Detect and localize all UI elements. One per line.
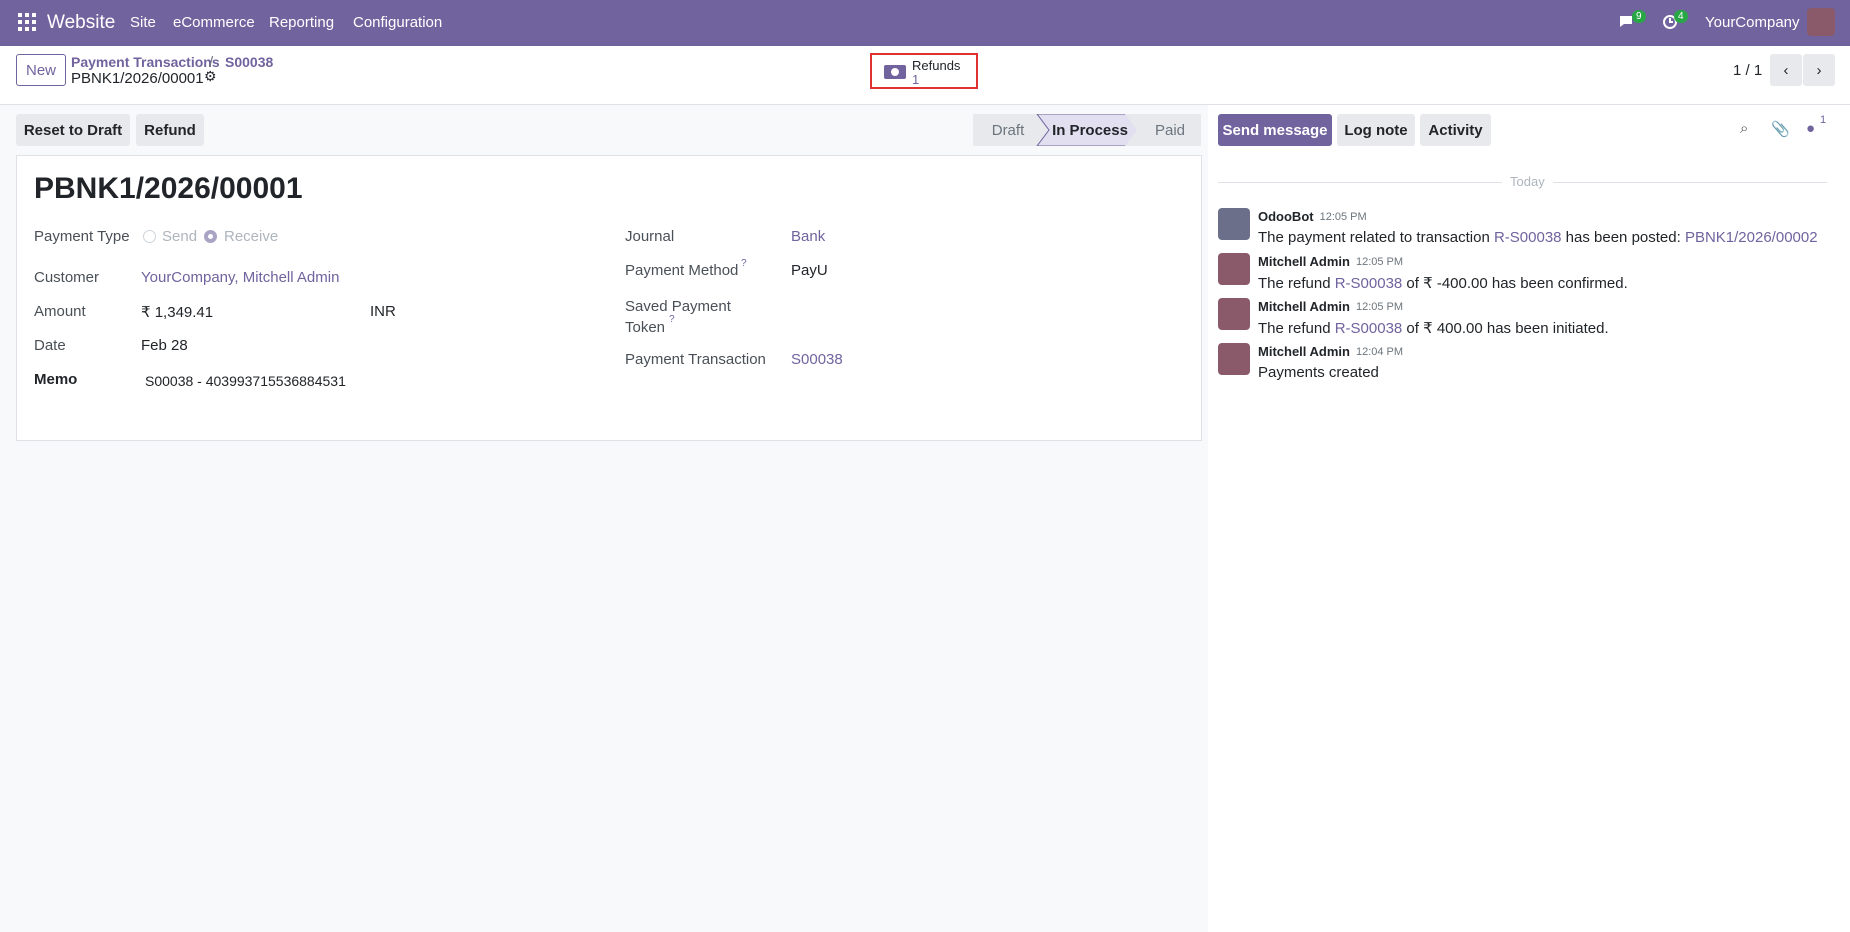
- smart-button-label: Refunds: [912, 58, 961, 73]
- message-time: 12:04 PM: [1355, 346, 1404, 358]
- attachment-icon[interactable]: 📎: [1771, 121, 1790, 138]
- message-text: has been posted:: [1561, 229, 1685, 246]
- field-value: ₹ 1,349.41: [141, 304, 214, 321]
- message-time: 12:05 PM: [1319, 211, 1367, 223]
- currency: INR: [370, 303, 396, 320]
- breadcrumb-separator: /: [209, 54, 214, 71]
- status-label: Draft: [992, 122, 1025, 139]
- field-label: Memo: [34, 371, 78, 388]
- message-body: The payment related to transaction R-S00…: [1258, 229, 1818, 246]
- status-draft[interactable]: [973, 114, 1053, 146]
- field-value: S00038 - 403993715536884531: [145, 373, 346, 389]
- message-body: Payments created: [1258, 364, 1379, 381]
- message-link[interactable]: PBNK1/2026/00002: [1684, 229, 1818, 246]
- message-link[interactable]: R-S00038: [1334, 275, 1403, 292]
- radio-label: Receive: [224, 228, 279, 245]
- field-label: Payment Method: [625, 262, 739, 279]
- date-separator: Today: [1502, 174, 1553, 189]
- menu-item[interactable]: eCommerce: [173, 14, 255, 31]
- message-link[interactable]: R-S00038: [1334, 320, 1403, 337]
- message-body: The refund R-S00038 of ₹ -400.00 has bee…: [1258, 274, 1628, 292]
- menu-item[interactable]: Configuration: [353, 14, 443, 31]
- field-label: Payment Type: [34, 228, 130, 245]
- navbar: Website Site eCommerce Reporting Configu…: [0, 0, 1850, 46]
- search-icon[interactable]: ⌕: [1740, 120, 1749, 137]
- author-avatar[interactable]: [1218, 208, 1250, 240]
- control-panel: New Payment Transactions / S00038 PBNK1/…: [0, 46, 1850, 105]
- refund-button[interactable]: Refund: [136, 114, 204, 146]
- breadcrumb-current: PBNK1/2026/00001: [71, 70, 204, 87]
- form-sheet: PBNK1/2026/00001 Payment Type Send Recei…: [16, 155, 1202, 441]
- message-text: Payments created: [1258, 364, 1379, 381]
- reset-button[interactable]: Reset to Draft: [16, 114, 130, 146]
- message-text: of ₹ 400.00 has been initiated.: [1402, 320, 1609, 337]
- field-label: Date: [34, 337, 66, 354]
- message-text: The refund: [1258, 275, 1335, 292]
- menu-item[interactable]: Site: [130, 14, 156, 31]
- smart-button-count: 1: [912, 72, 920, 87]
- message-author[interactable]: Mitchell Admin: [1258, 344, 1350, 359]
- settings-gear[interactable]: ⚙: [204, 68, 217, 84]
- field-label: Customer: [34, 269, 100, 286]
- followers-count: 1: [1820, 114, 1827, 126]
- message-text: of ₹ -400.00 has been confirmed.: [1402, 275, 1628, 292]
- activity-icon[interactable]: [1662, 14, 1680, 32]
- field-value[interactable]: S00038: [791, 351, 843, 368]
- status-paid[interactable]: [1125, 114, 1201, 146]
- message-text: The payment related to transaction: [1258, 229, 1494, 246]
- message-link[interactable]: R-S00038: [1493, 229, 1562, 246]
- author-avatar[interactable]: [1218, 343, 1250, 375]
- send-message-button[interactable]: Send message: [1218, 114, 1332, 146]
- company-name[interactable]: YourCompany: [1705, 14, 1800, 31]
- message-body: The refund R-S00038 of ₹ 400.00 has been…: [1258, 319, 1609, 337]
- statusbar: Draft In Process Paid: [973, 114, 1201, 146]
- field-value[interactable]: YourCompany, Mitchell Admin: [141, 269, 340, 286]
- breadcrumb-item[interactable]: Payment Transactions: [71, 54, 220, 70]
- help-tooltip[interactable]: ?: [741, 258, 747, 269]
- field-label: Journal: [625, 228, 675, 245]
- log-note-button[interactable]: Log note: [1337, 114, 1415, 146]
- message-author[interactable]: Mitchell Admin: [1258, 254, 1350, 269]
- status-label: In Process: [1052, 122, 1128, 139]
- status-active[interactable]: [1036, 114, 1144, 146]
- message-author[interactable]: Mitchell Admin: [1258, 299, 1350, 314]
- pager-prev[interactable]: ‹: [1770, 54, 1802, 86]
- field-value: Feb 28: [141, 337, 188, 354]
- message-text: The refund: [1258, 320, 1335, 337]
- apps-icon[interactable]: [18, 13, 36, 31]
- field-label: Saved Payment Token: [625, 298, 731, 336]
- new-button[interactable]: New: [16, 54, 66, 86]
- message-author[interactable]: OdooBot: [1258, 209, 1314, 224]
- messages-icon[interactable]: [1618, 14, 1636, 30]
- field-label: Amount: [34, 303, 86, 320]
- menu-item[interactable]: Reporting: [269, 14, 335, 31]
- form-title: PBNK1/2026/00001: [34, 172, 303, 205]
- author-avatar[interactable]: [1218, 253, 1250, 285]
- pager-next[interactable]: ›: [1803, 54, 1835, 86]
- status-label: Paid: [1155, 122, 1185, 139]
- activity-button[interactable]: Activity: [1420, 114, 1491, 146]
- money-icon: [884, 65, 906, 79]
- radio[interactable]: [143, 230, 156, 243]
- radio-checked[interactable]: [204, 230, 217, 243]
- radio-label: Send: [162, 228, 198, 245]
- help-tooltip[interactable]: ?: [669, 314, 675, 325]
- activities-badge: 4: [1674, 10, 1688, 23]
- field-value[interactable]: Bank: [791, 228, 826, 245]
- followers-icon[interactable]: ●: [1806, 120, 1816, 137]
- breadcrumb-item[interactable]: S00038: [225, 54, 274, 70]
- field-value: PayU: [791, 262, 828, 279]
- message-time: 12:05 PM: [1355, 301, 1404, 313]
- author-avatar[interactable]: [1218, 298, 1250, 330]
- pager: 1 / 1: [1733, 62, 1763, 79]
- refunds-smart-button[interactable]: Refunds 1: [870, 53, 978, 89]
- user-avatar[interactable]: [1807, 8, 1835, 36]
- messages-badge: 9: [1632, 10, 1646, 23]
- field-label: Payment Transaction: [625, 351, 766, 368]
- message-time: 12:05 PM: [1355, 256, 1404, 268]
- app-name[interactable]: Website: [47, 12, 116, 33]
